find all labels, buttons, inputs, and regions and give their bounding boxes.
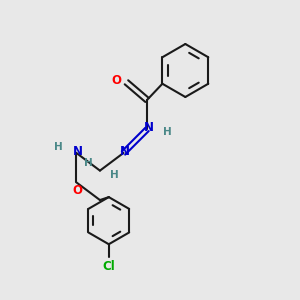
Text: H: H xyxy=(163,127,172,137)
Text: H: H xyxy=(53,142,62,152)
Text: O: O xyxy=(111,74,121,87)
Text: N: N xyxy=(73,145,83,158)
Text: H: H xyxy=(110,170,119,180)
Text: N: N xyxy=(143,122,154,134)
Text: H: H xyxy=(84,158,93,168)
Text: N: N xyxy=(120,145,130,158)
Text: O: O xyxy=(73,184,83,197)
Text: Cl: Cl xyxy=(102,260,115,273)
